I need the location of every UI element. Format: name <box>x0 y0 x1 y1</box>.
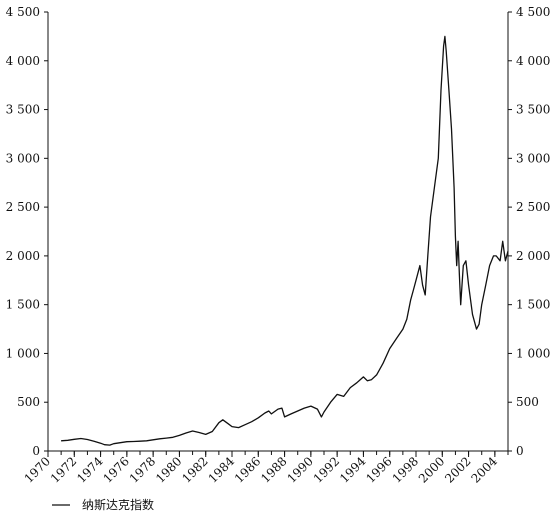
x-tick-label: 1974 <box>74 454 106 486</box>
right-y-tick-label: 500 <box>516 395 539 409</box>
left-y-tick-label: 3 500 <box>6 103 40 117</box>
x-tick-label: 2002 <box>442 454 473 485</box>
right-y-tick-label: 4 000 <box>516 54 550 68</box>
left-y-tick-label: 4 500 <box>6 5 40 19</box>
left-y-tick-label: 0 <box>32 444 40 458</box>
right-y-tick-label: 3 500 <box>516 103 550 117</box>
x-tick-label: 1986 <box>232 454 263 485</box>
x-tick-label: 1990 <box>284 454 315 485</box>
legend-label: 纳斯达克指数 <box>82 497 154 512</box>
right-y-tick-label: 2 500 <box>516 200 550 214</box>
left-y-axis: 0 500 1 000 1 500 2 000 2 500 3 000 3 500 4 000 4… <box>6 5 48 458</box>
x-tick-label: 2004 <box>468 454 500 486</box>
x-tick-label: 1992 <box>311 454 342 485</box>
left-y-tick-label: 500 <box>17 395 40 409</box>
x-tick-label: 1994 <box>337 454 369 486</box>
series-layer <box>61 35 509 446</box>
x-axis: 1970197219741976197819801982198419861988… <box>22 451 509 486</box>
legend: 纳斯达克指数 <box>52 497 154 512</box>
left-y-tick-label: 4 000 <box>6 54 40 68</box>
right-y-tick-label: 4 500 <box>516 5 550 19</box>
left-y-tick-label: 2 000 <box>6 249 40 263</box>
plot-frame <box>47 12 509 452</box>
left-y-tick-label: 3 000 <box>6 151 40 165</box>
x-tick-label: 1976 <box>100 454 131 485</box>
right-y-tick-label: 3 000 <box>516 151 550 165</box>
left-y-tick-label: 2 500 <box>6 200 40 214</box>
right-y-tick-label: 1 500 <box>516 298 550 312</box>
x-tick-label: 1984 <box>206 454 238 486</box>
x-tick-label: 1978 <box>127 454 158 485</box>
x-tick-label: 1988 <box>258 454 289 485</box>
right-y-tick-label: 1 000 <box>516 346 550 360</box>
x-tick-label: 1996 <box>363 454 394 485</box>
x-tick-label: 2000 <box>416 454 447 485</box>
x-tick-label: 1998 <box>390 454 421 485</box>
right-y-tick-label: 0 <box>516 444 524 458</box>
x-tick-label: 1980 <box>153 454 184 485</box>
x-tick-label: 1970 <box>22 454 53 485</box>
series-line-nasdaq <box>61 35 509 446</box>
left-y-tick-label: 1 500 <box>6 298 40 312</box>
right-y-axis: 0 500 1 000 1 500 2 000 2 500 3 000 3 500 4 000 4… <box>508 5 550 458</box>
x-tick-label: 1982 <box>179 454 210 485</box>
left-y-tick-label: 1 000 <box>6 346 40 360</box>
right-y-tick-label: 2 000 <box>516 249 550 263</box>
x-tick-label: 1972 <box>48 454 79 485</box>
